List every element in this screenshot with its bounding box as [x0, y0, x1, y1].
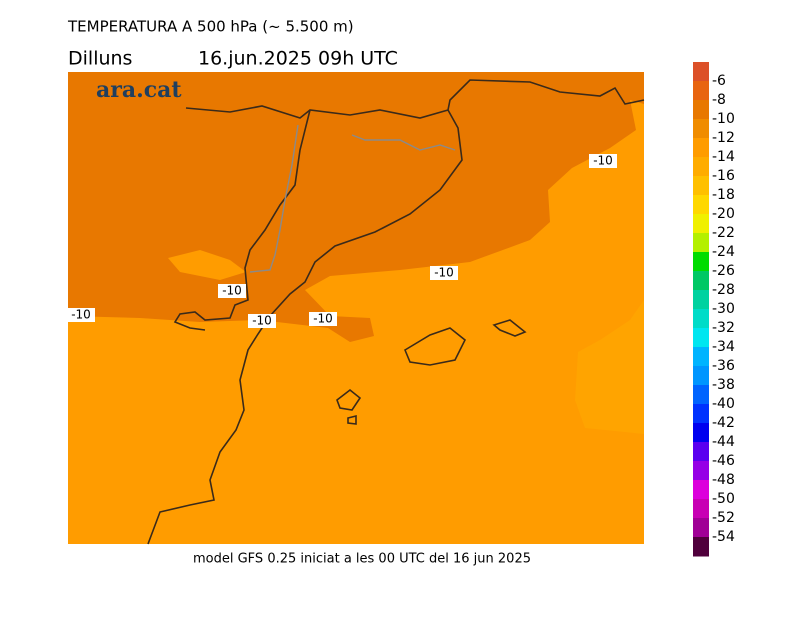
- title: TEMPERATURA A 500 hPa (~ 5.500 m): [67, 18, 354, 36]
- legend-swatch: [693, 81, 709, 101]
- legend-swatch: [693, 138, 709, 158]
- legend-swatch: [693, 385, 709, 405]
- legend-swatch: [693, 214, 709, 234]
- legend-label: -10: [712, 111, 735, 127]
- logo: ara.cat: [96, 77, 182, 103]
- legend-swatch: [693, 537, 709, 557]
- legend-label: -28: [712, 282, 735, 298]
- legend-label: -50: [712, 491, 735, 507]
- legend-swatch: [693, 366, 709, 386]
- day: Dilluns: [68, 48, 132, 70]
- contour-label-box: [589, 154, 617, 168]
- legend-label: -32: [712, 320, 735, 336]
- field-hole: [168, 250, 246, 280]
- legend-label: -46: [712, 453, 735, 469]
- legend-label: -18: [712, 187, 735, 203]
- footer: model GFS 0.25 iniciat a les 00 UTC del …: [193, 552, 531, 567]
- legend-label: -22: [712, 225, 735, 241]
- legend-swatch: [693, 328, 709, 348]
- legend-label: -44: [712, 434, 735, 450]
- color-legend: -6 -8 -10 -12 -14 -16 -18 -20 -22 -24 -26 -28 -30 -32…: [693, 62, 735, 557]
- legend-label: -40: [712, 396, 735, 412]
- legend-swatch: [693, 119, 709, 139]
- island: [492, 319, 527, 337]
- contour-label-box: [67, 308, 95, 322]
- contour-label: -10: [252, 314, 272, 328]
- legend-swatch: [693, 347, 709, 367]
- legend-label: -8: [712, 92, 726, 108]
- legend-swatch: [693, 233, 709, 253]
- island: [403, 327, 467, 366]
- contour-label-box: [218, 284, 246, 298]
- contour-label: -10: [593, 154, 613, 168]
- contour-label: -10: [313, 312, 333, 326]
- legend-label: -52: [712, 510, 735, 526]
- legend-swatch: [693, 100, 709, 120]
- contour-label: -10: [71, 308, 91, 322]
- legend-label: -6: [712, 73, 726, 89]
- legend-swatch: [693, 252, 709, 272]
- contour-label-box: [430, 266, 458, 280]
- legend-label: -20: [712, 206, 735, 222]
- legend-label: -42: [712, 415, 735, 431]
- legend-label: -16: [712, 168, 735, 184]
- contour-label: -10: [434, 266, 454, 280]
- legend-label: -34: [712, 339, 735, 355]
- legend-swatch: [693, 290, 709, 310]
- legend-label: -54: [712, 529, 735, 545]
- legend-swatch: [693, 157, 709, 177]
- border: [173, 109, 311, 331]
- legend-label: -36: [712, 358, 735, 374]
- legend-swatch: [693, 442, 709, 462]
- legend-swatch: [693, 271, 709, 291]
- legend-swatch: [693, 176, 709, 196]
- legend-label: -12: [712, 130, 735, 146]
- legend-label: -48: [712, 472, 735, 488]
- contour-label: -10: [222, 284, 242, 298]
- legend-label: -14: [712, 149, 735, 165]
- legend-swatch: [693, 404, 709, 424]
- legend-label: -38: [712, 377, 735, 393]
- island: [336, 388, 362, 425]
- legend-swatch: [693, 195, 709, 215]
- date: 16.jun.2025 09h UTC: [198, 48, 398, 70]
- legend-swatch: [693, 309, 709, 329]
- legend-swatch: [693, 461, 709, 481]
- legend-swatch: [693, 518, 709, 538]
- legend-swatch: [693, 423, 709, 443]
- field-light: [575, 300, 644, 434]
- legend-swatch: [693, 480, 709, 500]
- legend-label: -24: [712, 244, 735, 260]
- border: [249, 124, 456, 273]
- legend-swatch: [693, 62, 709, 82]
- map: ara.cat: [68, 72, 645, 545]
- contour-label-box: [248, 314, 276, 328]
- legend-label: -30: [712, 301, 735, 317]
- legend-swatch: [693, 499, 709, 519]
- contour-label-box: [309, 312, 337, 326]
- contour-labels: -10 -10 -10 -10 -10 -10: [67, 154, 617, 328]
- legend-label: -26: [712, 263, 735, 279]
